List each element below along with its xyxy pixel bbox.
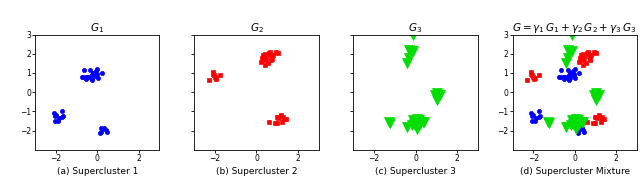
Title: $G_2$: $G_2$ xyxy=(250,21,264,35)
X-axis label: (d) Supercluster Mixture: (d) Supercluster Mixture xyxy=(520,167,630,176)
Title: $G=\gamma_1\, G_1 + \gamma_2\, G_2 + \gamma_3\, G_3$: $G=\gamma_1\, G_1 + \gamma_2\, G_2 + \ga… xyxy=(513,21,637,35)
X-axis label: (a) Supercluster 1: (a) Supercluster 1 xyxy=(57,167,138,176)
X-axis label: (c) Supercluster 3: (c) Supercluster 3 xyxy=(375,167,456,176)
Title: $G_1$: $G_1$ xyxy=(90,21,104,35)
Title: $G_3$: $G_3$ xyxy=(408,21,422,35)
X-axis label: (b) Supercluster 2: (b) Supercluster 2 xyxy=(216,167,297,176)
